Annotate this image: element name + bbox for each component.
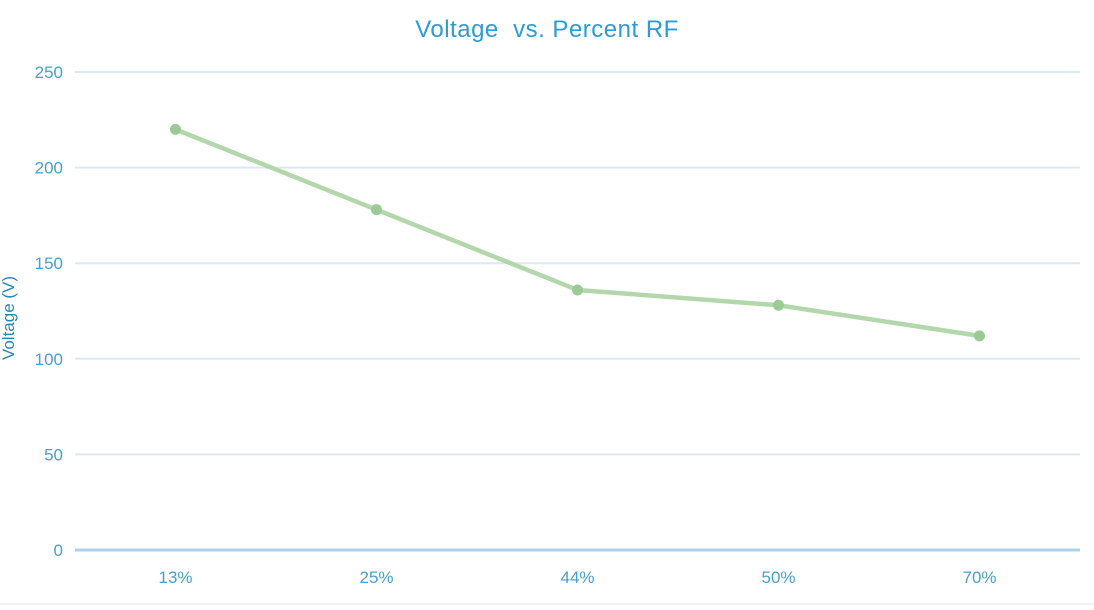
y-axis-title: Voltage (V): [0, 276, 18, 360]
y-tick-label: 0: [54, 541, 63, 560]
data-point: [974, 330, 985, 342]
x-tick-label: 25%: [359, 568, 393, 587]
x-tick-label: 70%: [962, 568, 996, 587]
data-point: [170, 123, 181, 135]
data-point: [371, 204, 382, 216]
data-line: [173, 127, 982, 339]
y-tick-label: 200: [35, 159, 63, 178]
y-tick-label: 100: [35, 350, 63, 369]
x-tick-label: 44%: [560, 568, 594, 587]
data-point: [773, 299, 784, 311]
x-tick-label: 50%: [761, 568, 795, 587]
chart-title: Voltage vs. Percent RF: [415, 16, 679, 43]
y-tick-label: 250: [35, 63, 63, 82]
y-tick-label: 150: [35, 254, 63, 273]
data-point: [572, 284, 583, 296]
y-tick-label: 50: [44, 445, 63, 464]
x-tick-label: 13%: [158, 568, 192, 587]
